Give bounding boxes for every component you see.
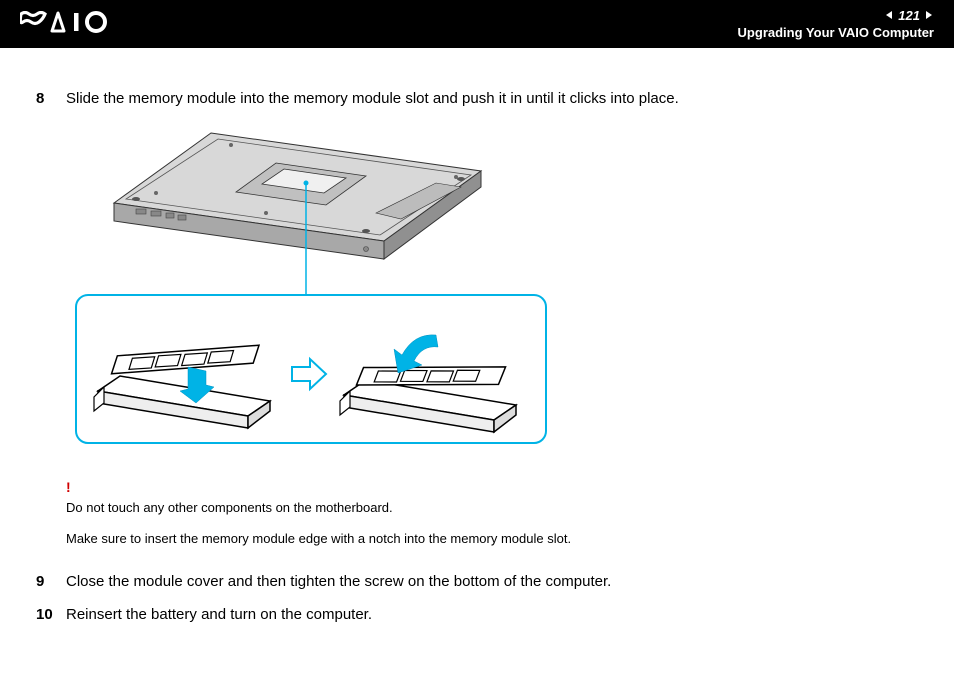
warning-icon: ! <box>66 476 918 498</box>
step-9: 9 Close the module cover and then tighte… <box>36 571 918 594</box>
figure <box>66 123 918 458</box>
step-number: 10 <box>36 604 66 627</box>
page-nav: 121 <box>738 8 934 23</box>
laptop-illustration <box>114 133 481 259</box>
step-text: Reinsert the battery and turn on the com… <box>66 604 918 627</box>
step-number: 9 <box>36 571 66 594</box>
nav-prev-icon[interactable] <box>884 8 894 23</box>
page-number: 121 <box>898 8 920 23</box>
nav-next-icon[interactable] <box>924 8 934 23</box>
warning-line1: Do not touch any other components on the… <box>66 498 918 519</box>
vaio-logo <box>20 11 112 38</box>
step-number: 8 <box>36 88 66 111</box>
content-area: 8 Slide the memory module into the memor… <box>0 48 954 626</box>
step-8: 8 Slide the memory module into the memor… <box>36 88 918 111</box>
warning-block: ! Do not touch any other components on t… <box>66 476 918 550</box>
header-bar: 121 Upgrading Your VAIO Computer <box>0 0 954 48</box>
header-title: Upgrading Your VAIO Computer <box>738 25 934 40</box>
warning-line2: Make sure to insert the memory module ed… <box>66 529 918 550</box>
step-text: Close the module cover and then tighten … <box>66 571 918 594</box>
header-right: 121 Upgrading Your VAIO Computer <box>738 8 934 40</box>
step-10: 10 Reinsert the battery and turn on the … <box>36 604 918 627</box>
step-text: Slide the memory module into the memory … <box>66 88 918 111</box>
